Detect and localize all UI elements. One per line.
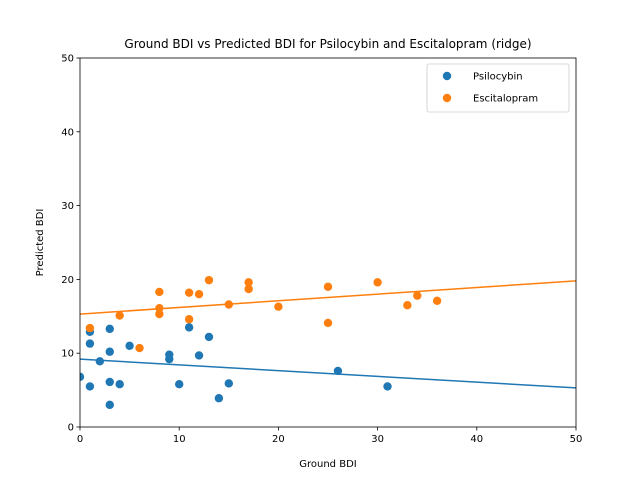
- x-tick-label: 50: [570, 434, 583, 445]
- legend-marker-escitalopram: [442, 93, 452, 103]
- point-escitalopram: [274, 302, 283, 311]
- point-psilocybin: [224, 379, 233, 388]
- point-escitalopram: [323, 282, 333, 291]
- point-escitalopram: [155, 309, 164, 319]
- point-escitalopram: [115, 311, 124, 320]
- point-escitalopram: [413, 291, 422, 300]
- point-escitalopram: [85, 323, 95, 333]
- y-tick-label: 40: [61, 127, 74, 138]
- point-escitalopram: [244, 284, 253, 294]
- point-psilocybin: [333, 366, 343, 376]
- y-tick-label: 30: [61, 201, 74, 212]
- x-tick-label: 20: [272, 434, 285, 445]
- point-psilocybin: [125, 341, 134, 351]
- x-axis-ticks: 0 10 20 30 40 50: [77, 427, 583, 445]
- point-escitalopram: [194, 289, 204, 299]
- data-points: [80, 275, 442, 410]
- point-psilocybin: [105, 347, 114, 356]
- point-escitalopram: [403, 301, 412, 310]
- point-escitalopram: [184, 288, 194, 297]
- point-psilocybin: [115, 379, 124, 389]
- y-tick-label: 0: [68, 423, 74, 434]
- point-psilocybin: [105, 324, 114, 334]
- point-escitalopram: [155, 303, 164, 313]
- point-psilocybin: [194, 351, 204, 360]
- point-psilocybin: [85, 382, 95, 391]
- legend-label-psilocybin: Psilocybin: [473, 72, 523, 83]
- y-tick-label: 10: [61, 349, 74, 360]
- plot-frame: [79, 57, 577, 428]
- y-axis-label: Predicted BDI: [35, 209, 46, 277]
- point-psilocybin: [214, 394, 224, 403]
- point-psilocybin: [85, 339, 95, 348]
- point-psilocybin: [105, 400, 114, 410]
- point-escitalopram: [204, 275, 214, 285]
- x-axis-label: Ground BDI: [299, 459, 356, 470]
- point-escitalopram: [244, 278, 253, 287]
- point-escitalopram: [135, 343, 144, 353]
- point-psilocybin: [184, 323, 194, 332]
- fit-line-psilocybin: [80, 358, 576, 389]
- point-escitalopram: [155, 287, 164, 297]
- point-psilocybin: [175, 379, 184, 389]
- legend-box: [426, 63, 570, 113]
- y-axis-ticks: 0 10 20 30 40 50: [61, 54, 80, 434]
- point-psilocybin: [165, 354, 174, 364]
- point-escitalopram: [432, 296, 442, 306]
- point-escitalopram: [184, 315, 194, 324]
- x-tick-label: 0: [77, 434, 83, 445]
- fit-lines: [80, 280, 576, 389]
- point-psilocybin: [105, 377, 114, 387]
- point-psilocybin: [95, 357, 105, 366]
- point-psilocybin: [204, 332, 214, 342]
- legend: Psilocybin Escitalopram: [426, 63, 570, 113]
- point-escitalopram: [323, 318, 333, 328]
- legend-label-escitalopram: Escitalopram: [473, 94, 538, 105]
- x-tick-label: 10: [173, 434, 186, 445]
- chart-title: Ground BDI vs Predicted BDI for Psilocyb…: [124, 37, 531, 51]
- y-tick-label: 20: [61, 275, 74, 286]
- legend-marker-psilocybin: [442, 71, 452, 81]
- y-tick-label: 50: [61, 54, 74, 65]
- x-tick-label: 30: [371, 434, 384, 445]
- point-escitalopram: [224, 300, 233, 309]
- x-tick-label: 40: [470, 434, 483, 445]
- point-escitalopram: [373, 278, 382, 287]
- point-psilocybin: [80, 372, 85, 382]
- point-psilocybin: [383, 382, 392, 391]
